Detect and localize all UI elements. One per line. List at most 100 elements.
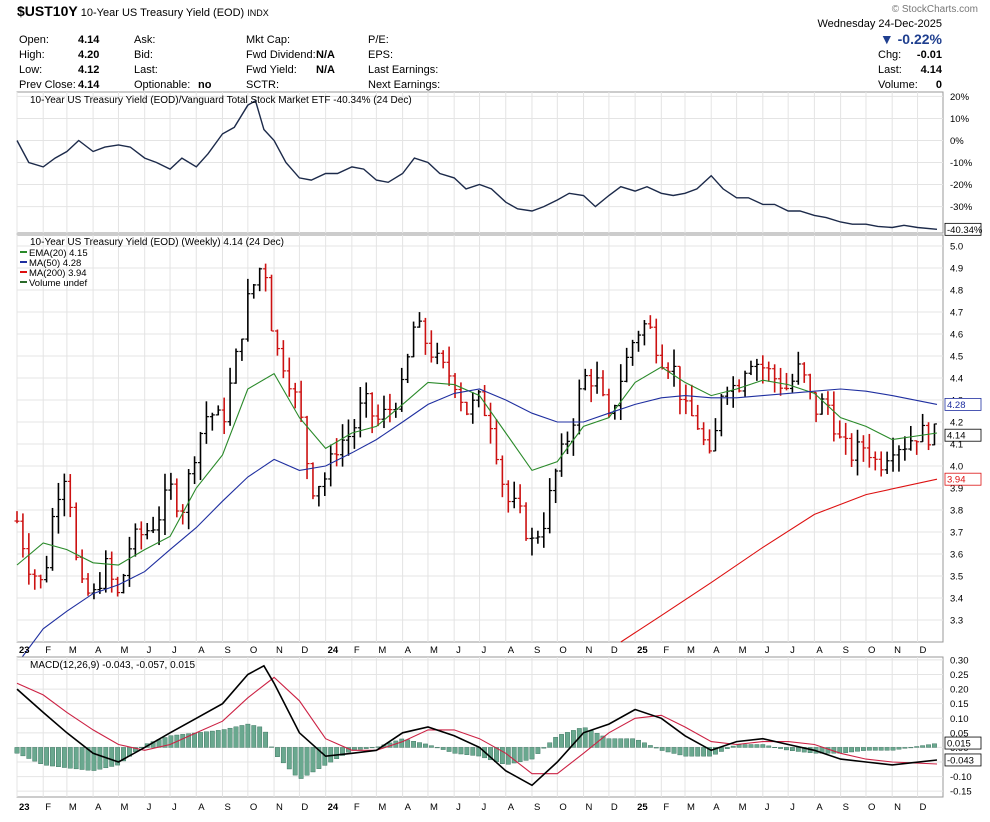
ma200-line (620, 478, 938, 643)
macd-hist-bar (630, 738, 635, 748)
macd-hist-bar (204, 731, 209, 748)
macd-hist-bar (50, 747, 55, 767)
price-x-tick: 25 (637, 645, 648, 656)
macd-hist-bar (357, 747, 363, 750)
macd-hist-bar (683, 747, 689, 757)
macd-hist-bar (932, 743, 937, 748)
price-x-tick: A (508, 645, 515, 656)
field-value: 4.14 (78, 34, 100, 46)
macd-hist-bar (316, 747, 322, 769)
macd-x-tick: M (687, 802, 695, 813)
macd-hist-bar (784, 747, 789, 751)
price-x-tick: J (172, 645, 177, 656)
exchange-label: INDX (247, 8, 269, 18)
price-x-tick: 23 (19, 645, 30, 656)
macd-hist-bar (523, 747, 529, 761)
macd-hist-bar (464, 747, 470, 755)
macd-y-tick: -0.15 (950, 787, 972, 798)
field-label: Ask: (134, 34, 156, 46)
macd-hist-bar (275, 747, 280, 757)
macd-x-tick: F (663, 802, 669, 813)
field-value: -0.01 (916, 49, 942, 61)
macd-hist-bar (624, 738, 630, 748)
macd-hist-bar (186, 733, 192, 748)
macd-x-tick: J (790, 802, 795, 813)
macd-x-tick: M (69, 802, 77, 813)
macd-signal-line (16, 676, 938, 775)
macd-last-label: -0.043 (947, 755, 974, 766)
macd-hist-bar (529, 747, 535, 760)
macd-hist-bar (636, 739, 641, 748)
field-label: Last: (878, 64, 902, 76)
macd-hist-bar (582, 727, 588, 748)
macd-x-tick: 25 (637, 802, 648, 813)
macd-hist-bar (647, 745, 653, 748)
field-label: EPS: (368, 49, 394, 61)
ratio-y-tick: -20% (950, 180, 973, 191)
macd-x-tick: 24 (328, 802, 339, 813)
ratio-y-tick: 20% (950, 92, 970, 103)
legend-entry: Volume undef (29, 278, 87, 289)
ratio-last-label-box (944, 222, 982, 236)
macd-x-tick: O (868, 802, 875, 813)
price-x-tick: A (198, 645, 205, 656)
macd-x-tick: D (920, 802, 927, 813)
macd-hist-bar (547, 742, 553, 748)
price-y-tick: 3.7 (950, 528, 963, 539)
macd-hist-bar (446, 747, 452, 752)
macd-hist-bar (458, 747, 464, 755)
macd-hist-bar (38, 747, 44, 764)
ratio-title: 10-Year US Treasury Yield (EOD)/Vanguard… (30, 95, 412, 106)
macd-hist-bar (511, 747, 517, 764)
macd-hist-bar (298, 747, 304, 779)
macd-hist-bar (192, 732, 197, 748)
price-x-tick: O (559, 645, 566, 656)
price-y-tick: 3.8 (950, 506, 963, 517)
macd-hist-bar (310, 747, 316, 773)
macd-hist-bar (855, 747, 860, 752)
macd-hist-bar (695, 747, 701, 757)
macd-y-tick: -0.10 (950, 772, 972, 783)
macd-x-tick: M (378, 802, 386, 813)
macd-hist-bar (760, 744, 766, 748)
macd-hist-bar (280, 747, 286, 764)
macd-hist-bar (470, 747, 476, 756)
price-y-tick: 3.4 (950, 594, 963, 605)
macd-hist-bar (570, 730, 576, 748)
macd-hist-bar (541, 747, 547, 749)
macd-hist-bar (198, 732, 203, 748)
price-last-label: 4.28 (947, 400, 966, 411)
macd-hist-bar (701, 747, 707, 757)
macd-hist-bar (742, 744, 748, 748)
macd-hist-bar (790, 747, 795, 752)
macd-hist-bar (423, 743, 428, 748)
ratio-y-tick: -10% (950, 158, 973, 169)
macd-last-label-box (944, 736, 982, 750)
macd-hist-bar (14, 747, 20, 754)
field-label: Prev Close: (19, 79, 76, 91)
macd-hist-bar (926, 744, 931, 748)
price-y-tick: 4.5 (950, 352, 963, 363)
price-title: 10-Year US Treasury Yield (EOD) (Weekly)… (30, 237, 284, 248)
macd-x-tick: D (301, 802, 308, 813)
macd-x-tick: A (713, 802, 720, 813)
price-x-tick: F (45, 645, 51, 656)
price-y-tick: 3.6 (950, 550, 963, 561)
legend-swatch (20, 281, 27, 283)
price-x-tick: F (663, 645, 669, 656)
price-x-tick: M (69, 645, 77, 656)
macd-hist-bar (162, 737, 168, 748)
price-y-tick: 4.6 (950, 330, 963, 341)
price-y-tick: 3.9 (950, 484, 963, 495)
price-x-tick: A (95, 645, 102, 656)
macd-hist-bar (26, 747, 32, 759)
legend-swatch (20, 271, 27, 273)
field-label: Mkt Cap: (246, 34, 291, 46)
macd-hist-bar (215, 730, 221, 748)
macd-hist-bar (612, 738, 618, 748)
macd-hist-bar (417, 742, 422, 748)
price-x-tick: S (534, 645, 540, 656)
macd-x-tick: A (198, 802, 205, 813)
ratio-y-tick: 10% (950, 114, 970, 125)
macd-hist-bar (914, 746, 920, 748)
